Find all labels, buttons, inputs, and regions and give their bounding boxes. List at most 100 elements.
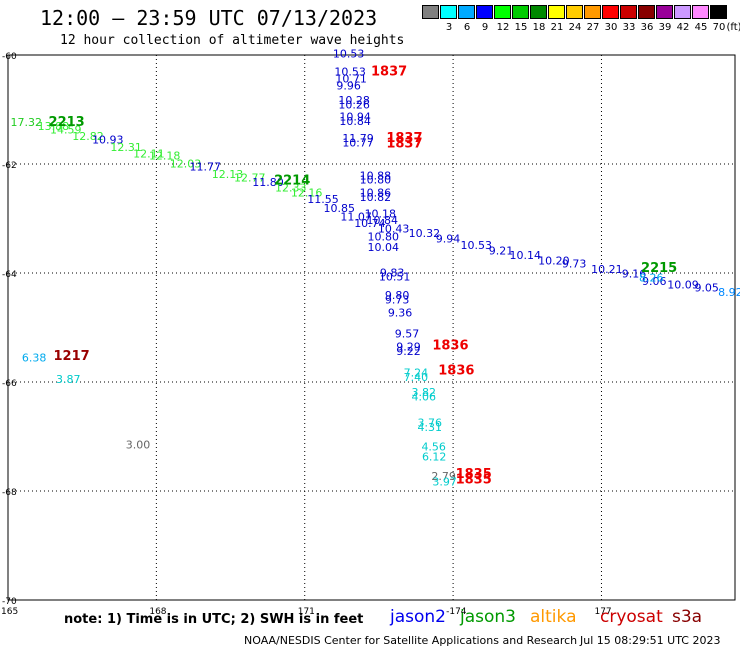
wave-height-label: 10.53 <box>333 48 365 61</box>
color-scale-swatch <box>620 5 637 19</box>
color-scale-swatch <box>692 5 709 19</box>
color-scale-swatch <box>440 5 457 19</box>
wave-height-label: 10.26 <box>338 98 370 111</box>
wave-height-label: 10.84 <box>339 115 371 128</box>
color-scale-swatch <box>584 5 601 19</box>
generated-timestamp: Jul 15 08:29:51 UTC 2023 <box>580 634 721 647</box>
wave-height-label: 9.06 <box>642 275 667 288</box>
wave-height-label: 9.36 <box>388 307 413 320</box>
wave-height-label: 9.73 <box>385 294 410 307</box>
longitude-labels: 165 168 171 -174 177 <box>1 607 612 617</box>
pass-time-label: 1835 <box>456 472 492 487</box>
wave-height-label: 4.56 <box>421 441 446 454</box>
color-scale-label: 15 <box>514 22 528 33</box>
wave-height-label: 12.77 <box>234 171 266 184</box>
longitude-tick-label: 165 <box>1 607 18 617</box>
wave-height-label: 10.53 <box>461 239 493 252</box>
wave-height-label: 12.82 <box>72 130 104 143</box>
color-scale-swatch <box>476 5 493 19</box>
wave-height-label: 10.71 <box>335 72 367 85</box>
color-scale-swatch <box>638 5 655 19</box>
wave-height-label: 10.84 <box>367 214 399 227</box>
color-scale-label: 27 <box>586 22 600 33</box>
latitude-tick-label: -66 <box>2 379 17 389</box>
wave-height-label: 10.85 <box>324 202 356 215</box>
wave-height-label: 12.18 <box>149 150 181 163</box>
wave-height-label: 10.82 <box>360 191 392 204</box>
legend-item-altika: altika <box>530 607 577 627</box>
wave-height-label: 6.12 <box>422 450 447 463</box>
color-scale-label: 9 <box>481 22 489 33</box>
pass-time-label: 2213 <box>49 115 85 130</box>
wave-height-label: 2.79 <box>431 470 456 483</box>
page-title: 12:00 – 23:59 UTC 07/13/2023 <box>40 6 378 30</box>
wave-height-label: 10.86 <box>360 187 392 200</box>
legend-item-jason3: jason3 <box>460 607 516 627</box>
wave-height-observations: 10.5310.5310.719.9610.2810.2610.9410.841… <box>10 48 740 489</box>
wave-height-label: 12.31 <box>110 141 142 154</box>
pass-time-label: 1836 <box>432 338 468 353</box>
wave-height-label: 12.13 <box>212 168 244 181</box>
wave-height-label: 10.18 <box>365 207 397 220</box>
wave-height-label: 10.28 <box>338 94 370 107</box>
pass-time-label: 2215 <box>641 261 677 276</box>
latitude-tick-label: -70 <box>2 597 17 607</box>
wave-height-label: 10.93 <box>92 133 124 146</box>
color-scale-label: 12 <box>496 22 510 33</box>
wave-height-label: 9.96 <box>336 79 361 92</box>
color-scale-swatch <box>674 5 691 19</box>
wave-height-label: 10.14 <box>509 249 541 262</box>
wave-height-label: 9.21 <box>489 244 514 257</box>
footer-note: note: 1) Time is in UTC; 2) SWH is in fe… <box>64 612 364 627</box>
map-grid <box>7 54 736 601</box>
wave-height-label: 10.80 <box>368 230 400 243</box>
color-scale-label: 45 <box>694 22 708 33</box>
page-subtitle: 12 hour collection of altimeter wave hei… <box>60 33 405 48</box>
pass-time-labels: 1837183718372213221422151836183612171835… <box>49 65 678 488</box>
color-scale-swatch <box>530 5 547 19</box>
color-scale-swatch <box>548 5 565 19</box>
color-scale-swatch <box>458 5 475 19</box>
color-scale-label: 30 <box>604 22 618 33</box>
longitude-tick-label: -174 <box>446 607 467 617</box>
color-scale-unit: (ft) <box>726 22 740 33</box>
wave-height-label: 3.97 <box>432 476 457 489</box>
latitude-labels: -60 -62 -64 -66 -68 -70 <box>2 52 17 607</box>
wave-height-label: 10.53 <box>334 66 366 79</box>
wave-height-label: 12.03 <box>170 157 202 170</box>
wave-height-label: 11.07 <box>340 211 372 224</box>
pass-time-label: 1835 <box>456 467 492 482</box>
wave-height-label: 4.31 <box>417 421 442 434</box>
wave-height-label: 7.40 <box>404 371 429 384</box>
color-scale-label: 24 <box>568 22 582 33</box>
latitude-tick-label: -64 <box>2 270 17 280</box>
color-scale-swatch <box>566 5 583 19</box>
wave-height-label: 10.88 <box>360 169 392 182</box>
wave-height-label: 10.32 <box>409 227 441 240</box>
color-scale-swatch <box>710 5 727 19</box>
color-scale-swatch <box>512 5 529 19</box>
wave-height-label: 6.38 <box>22 351 47 364</box>
credit-text: NOAA/NESDIS Center for Satellite Applica… <box>244 634 578 647</box>
color-scale-label: 6 <box>463 22 471 33</box>
wave-height-label: 11.80 <box>252 176 284 189</box>
color-scale-label: 21 <box>550 22 564 33</box>
wave-height-label: 9.73 <box>562 258 587 271</box>
wave-height-label: 14.59 <box>50 123 82 136</box>
wave-height-label: 9.29 <box>396 340 421 353</box>
color-scale-label: 18 <box>532 22 546 33</box>
wave-height-label: 3.00 <box>126 438 151 451</box>
wave-height-label: 10.04 <box>368 241 400 254</box>
color-scale-swatch <box>656 5 673 19</box>
wave-height-label: 10.51 <box>379 271 411 284</box>
wave-height-label: 3.76 <box>417 417 442 430</box>
latitude-tick-label: -68 <box>2 488 17 498</box>
pass-time-label: 1837 <box>386 137 422 152</box>
color-scale-swatch <box>422 5 439 19</box>
wave-height-label: 9.80 <box>385 289 410 302</box>
wave-height-label: 11.55 <box>307 193 339 206</box>
wave-height-label: 10.21 <box>591 263 623 276</box>
wave-height-label: 8.26 <box>639 272 664 285</box>
wave-height-label: 11.79 <box>342 132 374 145</box>
